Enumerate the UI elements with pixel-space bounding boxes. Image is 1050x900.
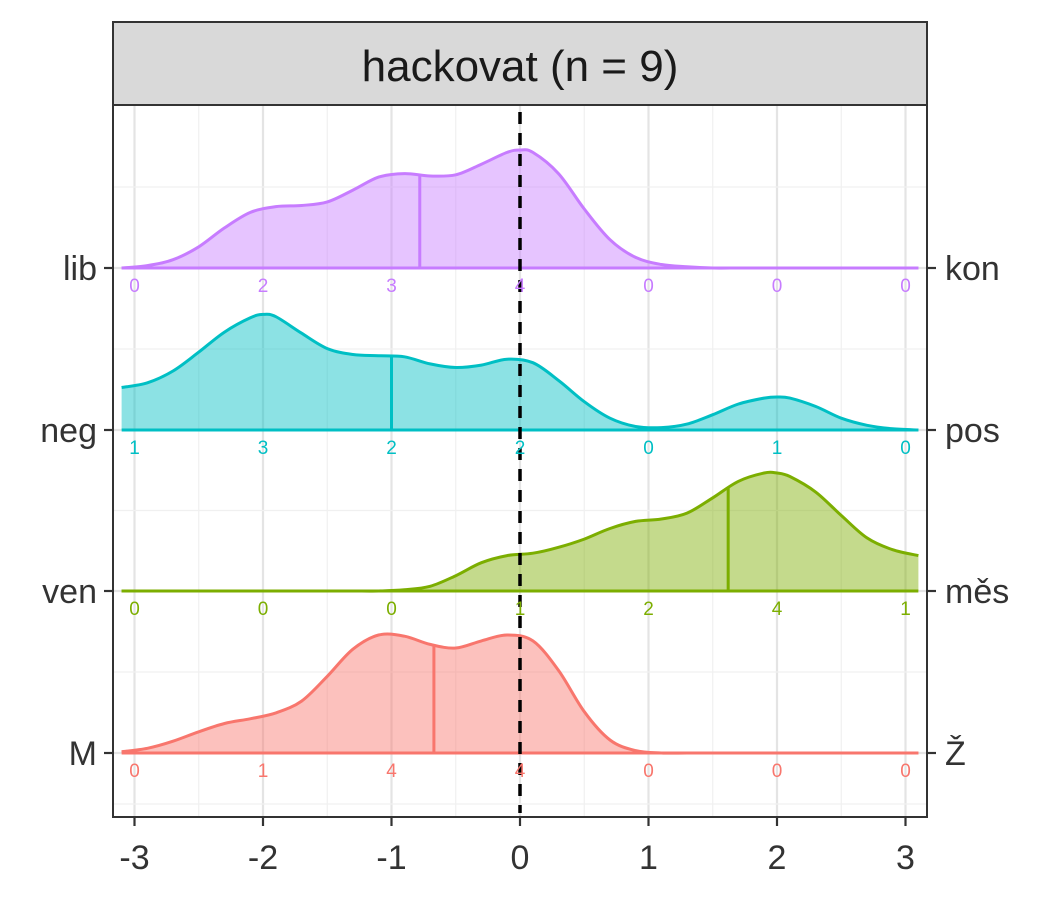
y-label-right: Ž xyxy=(945,735,966,773)
count-label: 2 xyxy=(515,438,526,459)
y-label-left-ven: ven xyxy=(42,573,97,611)
y-label-right: pos xyxy=(945,412,1000,450)
y-label-left-M: M xyxy=(69,735,97,773)
count-label: 0 xyxy=(129,761,140,782)
count-label: 0 xyxy=(643,276,654,297)
count-label: 0 xyxy=(258,599,269,620)
count-label: 4 xyxy=(515,276,526,297)
count-label: 0 xyxy=(129,599,140,620)
facet-title: hackovat (n = 9) xyxy=(362,42,679,91)
count-label: 1 xyxy=(772,438,783,459)
x-tick-label: -1 xyxy=(376,839,406,877)
count-label: 3 xyxy=(258,438,269,459)
density-area-lib xyxy=(121,149,919,269)
count-label: 4 xyxy=(386,761,397,782)
y-label-left-lib: lib xyxy=(63,250,97,288)
count-labels: 0 2 3 4 0 0 0 1 3 2 2 0 1 0 0 0 0 1 2 4 1 0 1 4 4 0 0 0 xyxy=(129,276,911,782)
count-label: 2 xyxy=(258,276,269,297)
count-label: 3 xyxy=(386,276,397,297)
count-label: 4 xyxy=(772,599,783,620)
density-area-M xyxy=(121,633,919,754)
facet-strip xyxy=(112,21,928,106)
count-label: 1 xyxy=(515,599,526,620)
axes: -3 -2 -1 0 1 2 3 lib kon neg pos ven měs M Ž xyxy=(40,250,1009,877)
count-label: 1 xyxy=(900,599,911,620)
x-tick-label: -2 xyxy=(248,839,278,877)
x-tick-label: 0 xyxy=(511,839,530,877)
count-label: 0 xyxy=(900,438,911,459)
count-label: 2 xyxy=(386,438,397,459)
x-tick-label: 1 xyxy=(639,839,658,877)
count-label: 0 xyxy=(643,761,654,782)
count-label: 0 xyxy=(129,276,140,297)
count-label: 0 xyxy=(900,761,911,782)
density-line-neg xyxy=(121,312,919,432)
x-tick-label: 2 xyxy=(768,839,787,877)
density-area-ven xyxy=(121,472,919,592)
count-label: 0 xyxy=(772,761,783,782)
y-label-left-neg: neg xyxy=(40,412,97,450)
x-tick-label: 3 xyxy=(896,839,915,877)
count-label: 0 xyxy=(900,276,911,297)
y-label-right: měs xyxy=(945,573,1009,611)
count-label: 2 xyxy=(643,599,654,620)
count-label: 0 xyxy=(643,438,654,459)
count-label: 4 xyxy=(515,761,526,782)
count-label: 0 xyxy=(386,599,397,620)
x-tick-label: -3 xyxy=(119,839,149,877)
count-label: 0 xyxy=(772,276,783,297)
y-label-right: kon xyxy=(945,250,1000,288)
count-label: 1 xyxy=(129,438,140,459)
count-label: 1 xyxy=(258,761,269,782)
